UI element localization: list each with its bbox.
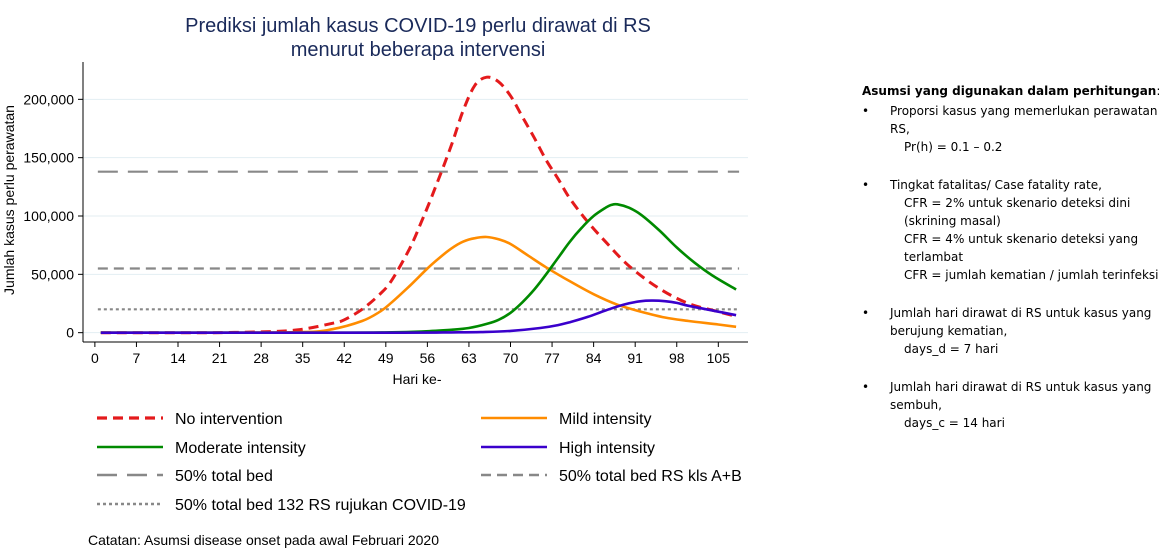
series-line-1 <box>100 235 737 335</box>
assumption-sub-0-0: Pr(h) = 0.1 – 0.2 <box>904 140 1003 154</box>
legend: No intervention Mild intensity Moderate in… <box>97 411 742 514</box>
series-line-2 <box>100 202 737 335</box>
x-tick-label-8: 56 <box>420 350 436 366</box>
y-tick-label-0: 0 <box>66 325 74 341</box>
assumption-sub-3-0: days_c = 14 hari <box>904 416 1005 430</box>
gridlines <box>83 98 748 334</box>
assumptions-header-text: Asumsi yang digunakan dalam perhitungan <box>862 84 1157 98</box>
assumption-text-1-0: Tingkat fatalitas/ Case fatality rate, <box>890 178 1102 192</box>
x-tick-label-13: 91 <box>627 350 643 366</box>
x-tick-label-7: 49 <box>378 350 394 366</box>
bullet-icon: • <box>862 380 870 394</box>
assumption-item-2: • Jumlah hari dirawat di RS untuk kasus y… <box>862 304 1167 358</box>
x-tick-label-5: 35 <box>295 350 311 366</box>
x-tick-label-1: 7 <box>133 350 141 366</box>
x-tick-label-12: 84 <box>586 350 602 366</box>
y-tick-label-4: 200,000 <box>23 91 74 107</box>
legend-label-3: High intensity <box>559 440 655 457</box>
x-tick-label-6: 42 <box>336 350 352 366</box>
x-tick-label-4: 28 <box>253 350 269 366</box>
legend-label-1: Mild intensity <box>559 411 651 428</box>
assumptions-header-colon: : <box>1156 84 1161 98</box>
x-ticks: 0 7 14 21 28 35 42 49 56 63 70 77 84 91 98 105 <box>91 342 730 366</box>
x-tick-label-2: 14 <box>170 350 186 366</box>
x-tick-label-0: 0 <box>91 350 99 366</box>
assumption-sub-1-0: CFR = 2% untuk skenario deteksi dini (sk… <box>904 196 1131 228</box>
assumption-text-0-0: Proporsi kasus yang memerlukan perawatan… <box>890 104 1158 136</box>
assumption-text-2-0: Jumlah hari dirawat di RS untuk kasus ya… <box>890 306 1152 338</box>
x-tick-label-11: 77 <box>544 350 560 366</box>
assumption-item-1: • Tingkat fatalitas/ Case fatality rate, C… <box>862 176 1167 284</box>
chart-title-line-1: Prediksi jumlah kasus COVID-19 perlu dir… <box>185 15 651 37</box>
legend-label-4: 50% total bed <box>175 468 273 485</box>
assumptions-header: Asumsi yang digunakan dalam perhitungan: <box>862 82 1167 100</box>
y-tick-label-1: 50,000 <box>31 266 74 282</box>
x-tick-label-9: 63 <box>461 350 477 366</box>
bullet-icon: • <box>862 306 870 320</box>
assumptions-panel: Asumsi yang digunakan dalam perhitungan:… <box>862 82 1167 452</box>
y-ticks: 0 50,000 100,000 150,000 200,000 <box>23 91 83 341</box>
bullet-icon: • <box>862 104 870 118</box>
legend-label-0: No intervention <box>175 411 283 428</box>
x-tick-label-10: 70 <box>503 350 519 366</box>
assumption-item-3: • Jumlah hari dirawat di RS untuk kasus y… <box>862 378 1167 432</box>
series-lines <box>100 75 737 335</box>
assumption-text-3-0: Jumlah hari dirawat di RS untuk kasus ya… <box>890 380 1152 412</box>
y-tick-label-2: 100,000 <box>23 208 74 224</box>
y-tick-label-3: 150,000 <box>23 150 74 166</box>
reference-lines <box>97 170 740 311</box>
x-tick-label-14: 98 <box>669 350 685 366</box>
assumptions-list: • Proporsi kasus yang memerlukan perawata… <box>862 102 1167 432</box>
series-line-3 <box>100 299 737 335</box>
y-axis-label: Jumlah kasus perlu perawatan <box>1 105 17 295</box>
chart-title-line-2: menurut beberapa intervensi <box>291 39 546 61</box>
bullet-icon: • <box>862 178 870 192</box>
assumption-sub-1-1: CFR = 4% untuk skenario deteksi yang ter… <box>904 232 1139 264</box>
legend-label-2: Moderate intensity <box>175 440 306 457</box>
assumption-item-0: • Proporsi kasus yang memerlukan perawata… <box>862 102 1167 156</box>
assumption-sub-2-0: days_d = 7 hari <box>904 342 999 356</box>
x-tick-label-15: 105 <box>707 350 731 366</box>
chart-note: Catatan: Asumsi disease onset pada awal … <box>88 532 439 548</box>
legend-label-5: 50% total bed RS kls A+B <box>559 468 742 485</box>
legend-label-6: 50% total bed 132 RS rujukan COVID-19 <box>175 497 466 514</box>
x-tick-label-3: 21 <box>212 350 228 366</box>
assumption-sub-1-2: CFR = jumlah kematian / jumlah terinfeks… <box>904 268 1159 282</box>
x-axis-label: Hari ke- <box>392 371 441 387</box>
series-line-0 <box>100 75 737 335</box>
